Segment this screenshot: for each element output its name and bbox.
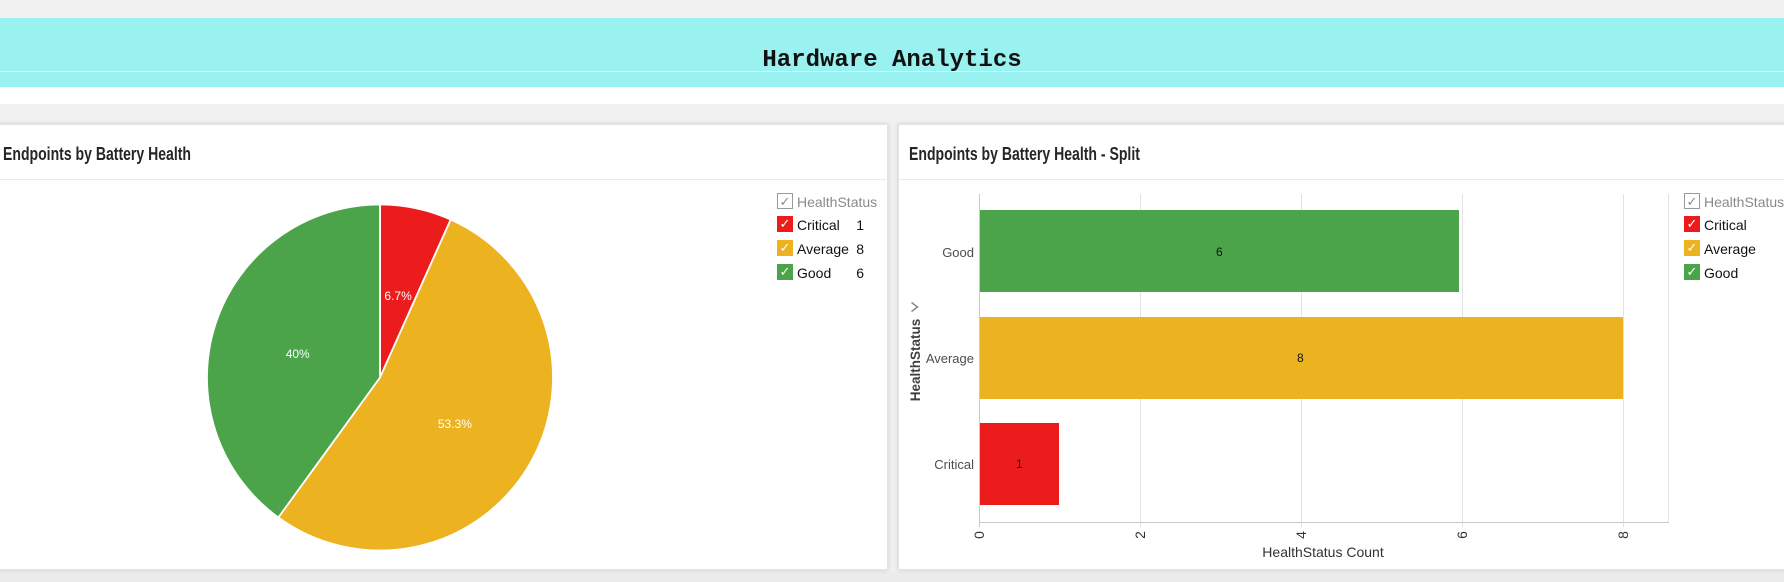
svg-text:6.7%: 6.7%	[384, 289, 412, 303]
svg-text:53.3%: 53.3%	[438, 417, 472, 431]
svg-text:40%: 40%	[286, 347, 310, 361]
